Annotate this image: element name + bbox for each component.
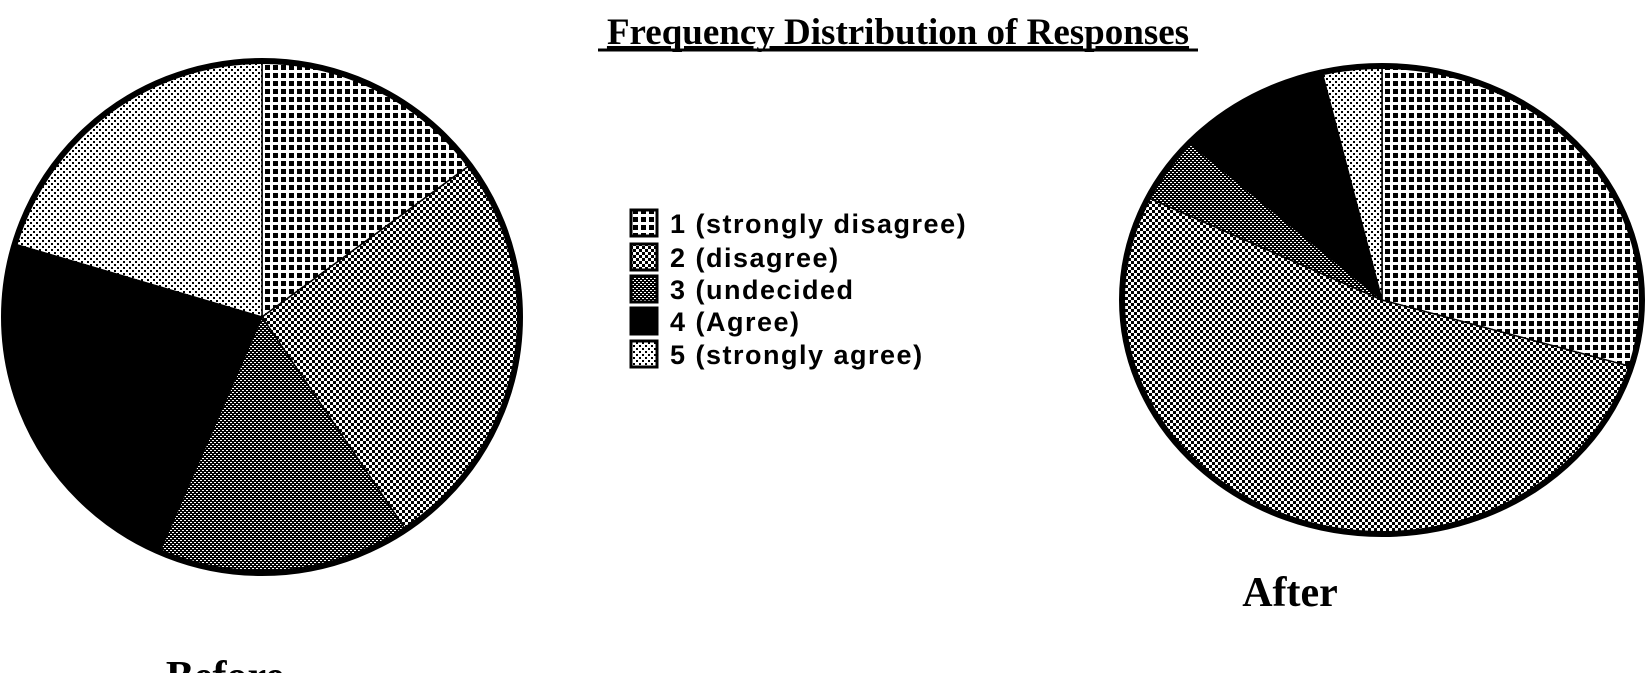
legend: 1 (strongly disagree) 2 (disagree) 3 (un… — [629, 208, 967, 370]
pie-outline-after — [1119, 63, 1645, 537]
legend-label-1: 1 (strongly disagree) — [670, 209, 967, 239]
chart-title: Frequency Distribution of Responses — [607, 12, 1189, 53]
legend-swatch-2 — [629, 242, 659, 272]
pie-after — [1119, 63, 1645, 537]
legend-swatch-4 — [629, 306, 659, 336]
legend-label-3: 3 (undecided — [670, 275, 855, 305]
pie-before — [1, 58, 523, 576]
pie-outline-before — [1, 58, 523, 576]
legend-swatch-5 — [629, 339, 659, 369]
legend-swatch-3 — [629, 274, 659, 304]
legend-label-4: 4 (Agree) — [670, 307, 801, 337]
legend-label-5: 5 (strongly agree) — [670, 340, 924, 370]
legend-label-2: 2 (disagree) — [670, 243, 840, 273]
pie-label-after: After — [1242, 570, 1338, 616]
pie-label-before: Before — [166, 654, 284, 673]
legend-swatch-1 — [629, 208, 659, 238]
